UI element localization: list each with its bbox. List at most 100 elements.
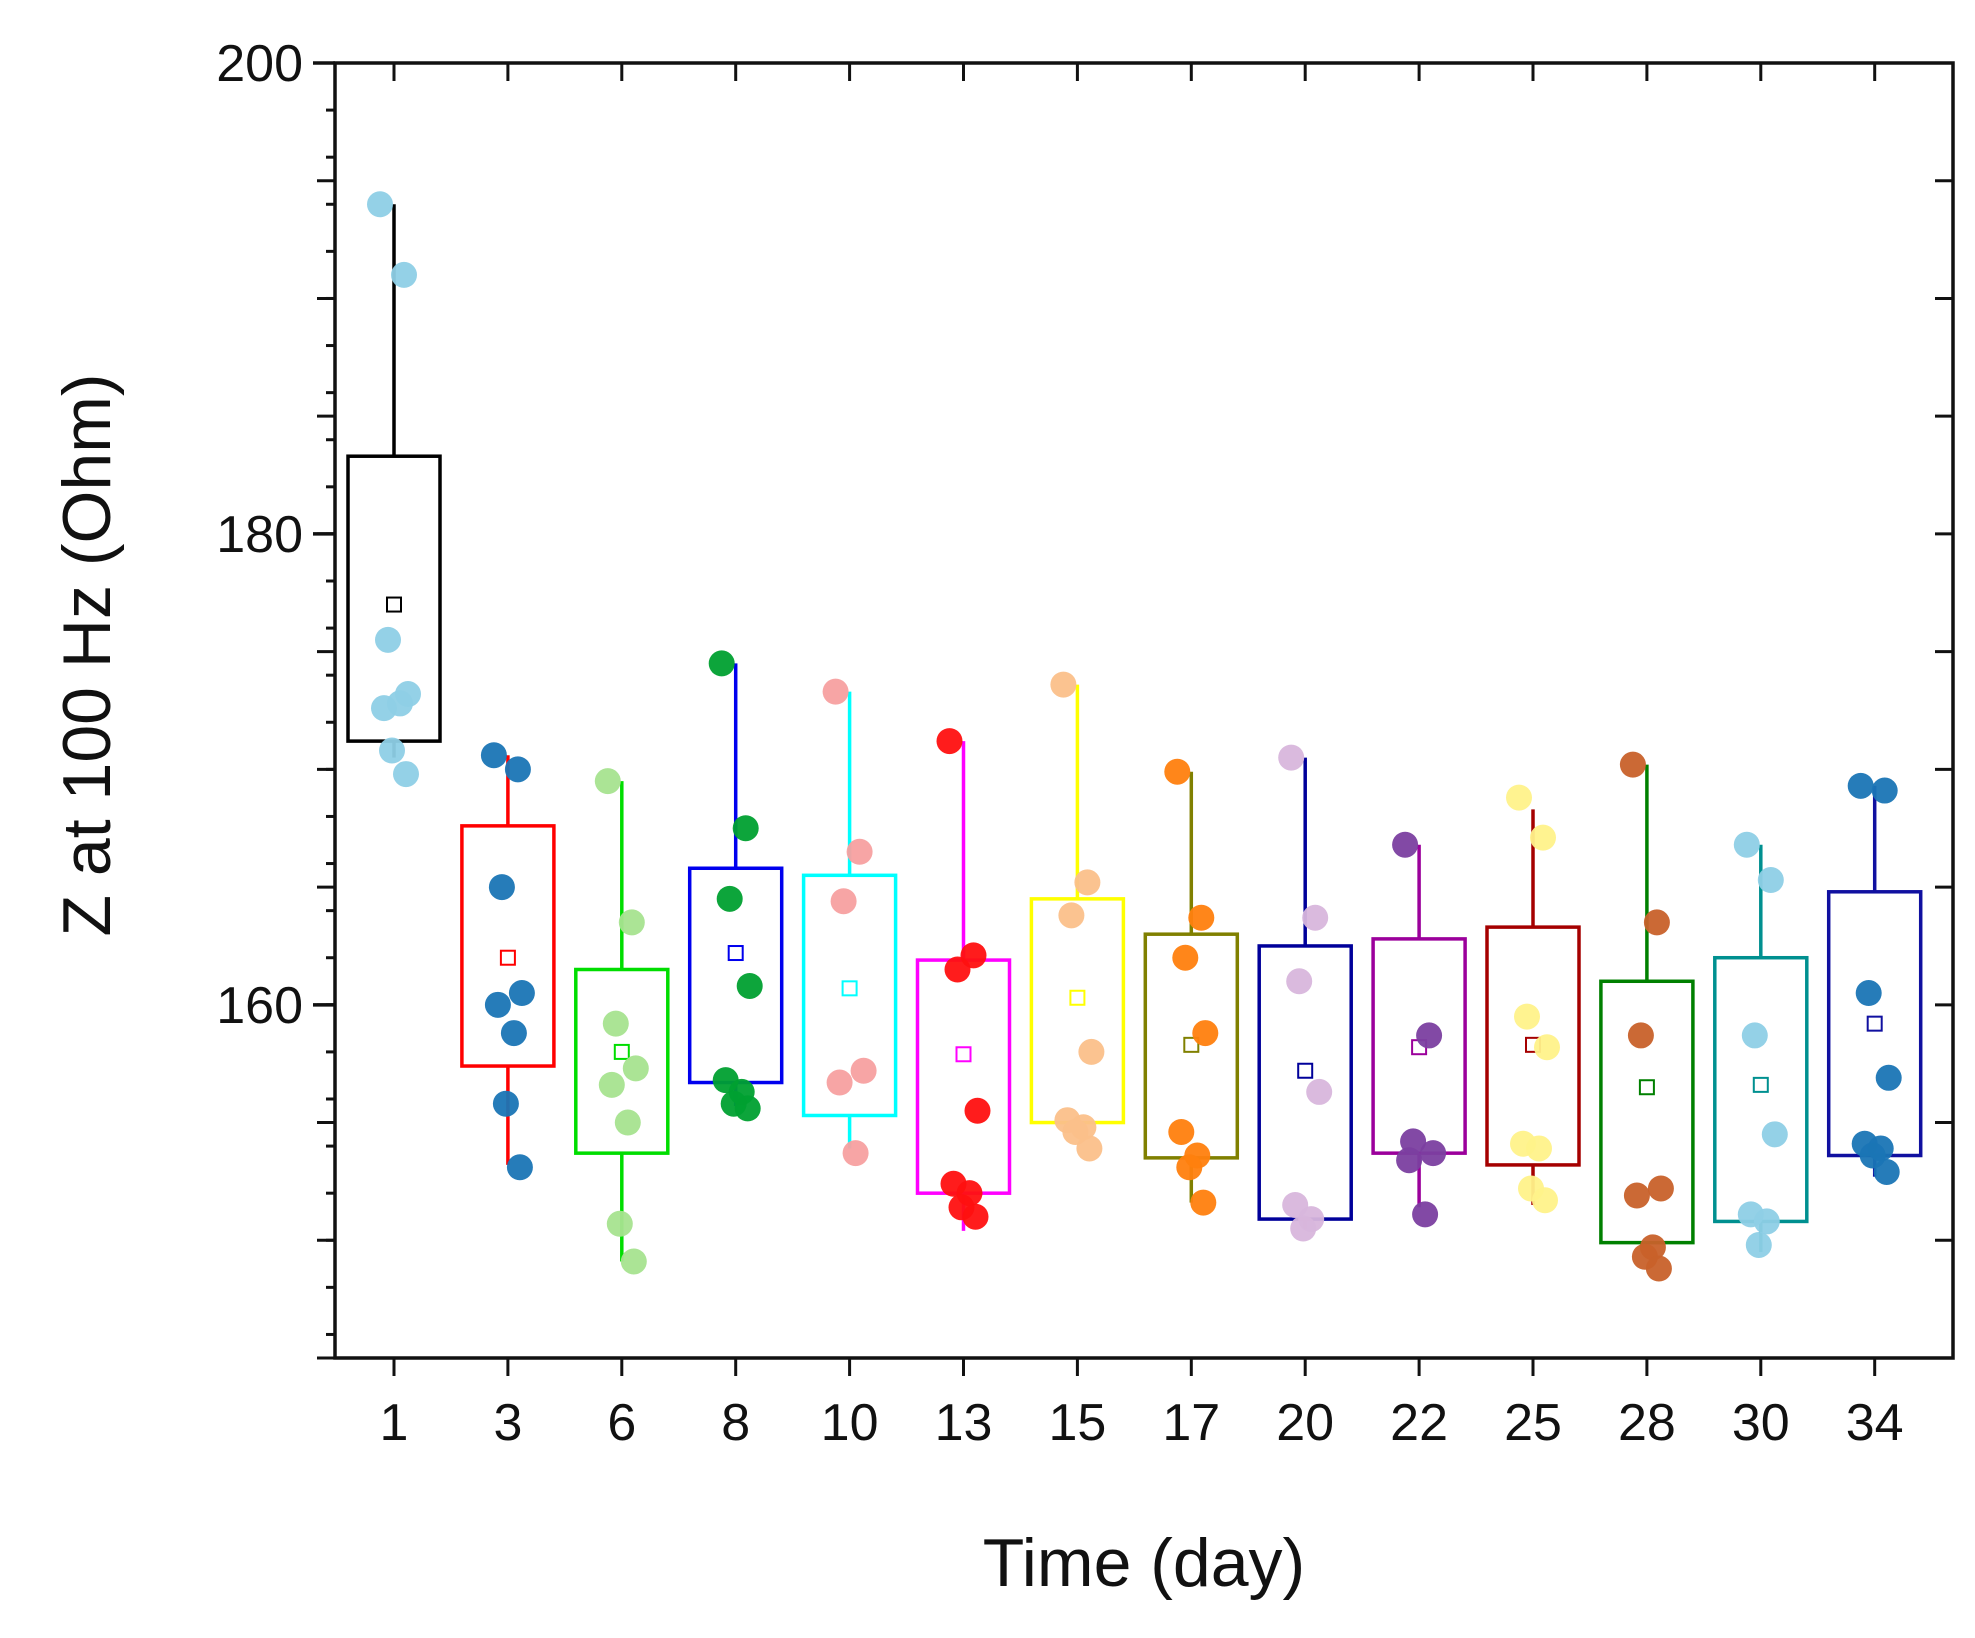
box — [574, 967, 670, 1155]
data-point — [508, 980, 535, 1007]
data-point — [602, 1010, 629, 1037]
x-tick-label: 10 — [821, 1394, 879, 1452]
mean-marker — [955, 1046, 972, 1063]
data-point — [1164, 758, 1191, 785]
mean-marker — [499, 949, 516, 966]
y-tick-label: 160 — [216, 977, 303, 1035]
data-point — [1306, 1078, 1333, 1105]
data-point — [1643, 909, 1670, 936]
y-tick-label: 180 — [216, 506, 303, 564]
data-point — [598, 1071, 625, 1098]
x-tick-label: 6 — [607, 1394, 636, 1452]
data-point — [1176, 1154, 1203, 1181]
x-tick-label: 25 — [1504, 1394, 1562, 1452]
box — [1485, 925, 1581, 1167]
mean-marker — [841, 980, 858, 997]
data-point — [614, 1109, 641, 1136]
data-point — [1188, 904, 1215, 931]
x-tick-label: 22 — [1390, 1394, 1448, 1452]
data-point — [492, 1090, 519, 1117]
data-point — [736, 972, 763, 999]
data-point — [842, 1140, 869, 1167]
data-point — [488, 874, 515, 901]
data-point — [1733, 831, 1760, 858]
data-point — [1532, 1187, 1558, 1214]
data-point — [822, 678, 849, 705]
plot-frame — [333, 61, 1955, 1360]
data-point — [1647, 1175, 1674, 1202]
x-tick-label: 30 — [1732, 1394, 1790, 1452]
data-point — [1168, 1118, 1195, 1145]
data-point — [594, 768, 621, 795]
data-point — [734, 1095, 761, 1122]
data-point — [1416, 1022, 1443, 1049]
data-point — [1396, 1147, 1423, 1174]
data-point — [1050, 671, 1077, 698]
data-point — [1741, 1022, 1768, 1049]
data-point — [1534, 1034, 1560, 1061]
data-point — [1871, 777, 1898, 804]
mean-marker — [1297, 1062, 1314, 1079]
data-point — [936, 728, 963, 755]
mean-marker — [1638, 1079, 1655, 1096]
data-point — [1078, 1038, 1105, 1065]
box — [801, 873, 898, 1118]
x-tick-label: 17 — [1162, 1394, 1220, 1452]
data-point — [1302, 904, 1329, 931]
data-point — [1757, 867, 1784, 894]
data-point — [1392, 831, 1419, 858]
x-tick-label: 13 — [935, 1394, 993, 1452]
data-point — [1058, 902, 1085, 929]
box — [460, 824, 556, 1068]
data-point — [846, 838, 873, 865]
box — [1713, 955, 1809, 1224]
y-axis-title: Z at 100 Hz (Ohm) — [49, 373, 125, 936]
data-points-group — [367, 191, 1902, 1282]
data-point — [375, 626, 401, 653]
x-tick-label: 3 — [493, 1394, 522, 1452]
data-point — [1627, 1022, 1654, 1049]
data-point — [1855, 980, 1882, 1007]
data-point — [1623, 1182, 1650, 1209]
data-point — [367, 191, 393, 218]
data-point — [1875, 1064, 1902, 1091]
data-point — [1514, 1003, 1540, 1030]
mean-marker — [613, 1043, 630, 1060]
data-point — [1286, 968, 1313, 995]
data-point — [391, 261, 417, 288]
box — [915, 958, 1012, 1195]
data-point — [732, 815, 759, 842]
data-point — [830, 888, 857, 915]
box — [1029, 897, 1126, 1125]
x-tick-label: 28 — [1618, 1394, 1676, 1452]
data-point — [1412, 1201, 1439, 1228]
mean-marker — [1183, 1036, 1200, 1053]
axes-ticks — [313, 61, 1953, 1376]
data-point — [393, 761, 419, 788]
data-point — [618, 909, 645, 936]
data-point — [484, 991, 511, 1018]
data-point — [962, 1203, 989, 1230]
x-tick-label: 8 — [721, 1394, 750, 1452]
data-point — [1420, 1140, 1447, 1167]
data-point — [606, 1210, 633, 1237]
data-point — [504, 756, 531, 783]
data-point — [944, 956, 971, 983]
data-point — [1645, 1255, 1672, 1282]
data-point — [1847, 772, 1874, 799]
data-point — [480, 742, 507, 769]
y-tick-label: 200 — [216, 35, 303, 93]
mean-marker — [1069, 989, 1086, 1006]
data-point — [716, 885, 743, 912]
data-point — [1753, 1208, 1780, 1235]
mean-marker — [727, 945, 744, 962]
x-axis-title: Time (day) — [983, 1525, 1305, 1601]
mean-marker — [1866, 1015, 1883, 1032]
data-point — [1745, 1231, 1772, 1258]
data-point — [1506, 784, 1532, 811]
data-point — [1873, 1158, 1900, 1185]
data-point — [1076, 1135, 1103, 1162]
data-point — [1619, 751, 1646, 778]
